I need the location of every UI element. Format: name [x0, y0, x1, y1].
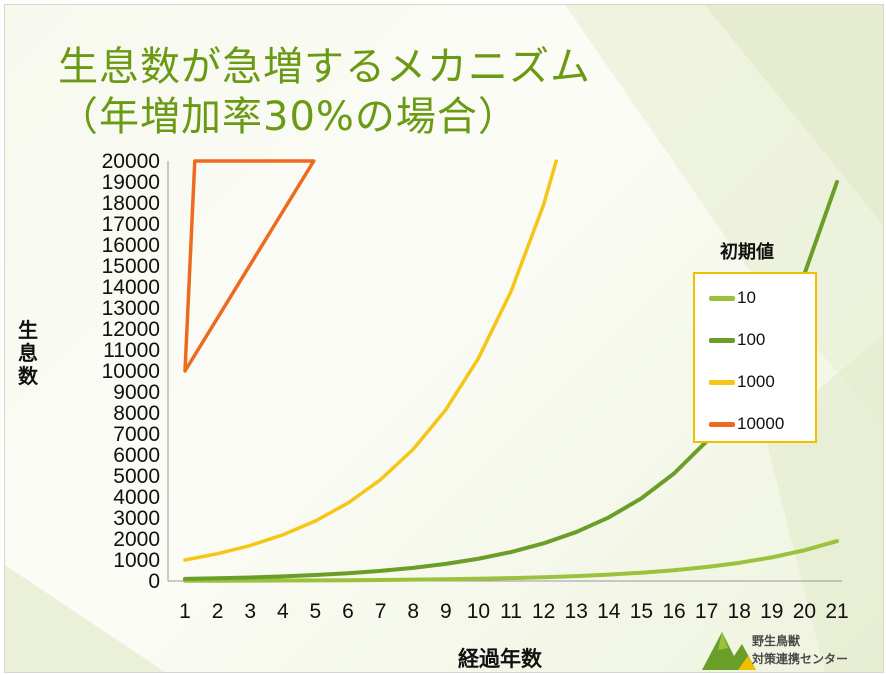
- x-tick-label: 12: [532, 600, 555, 623]
- y-tick-label: 6000: [113, 444, 160, 467]
- x-tick-label: 3: [244, 600, 256, 623]
- x-axis-ticks: 1 2 3 4 5 6 7 8 9 10 11 12 13 14 15 16 17 18 19 20 21: [179, 600, 849, 623]
- x-tick-label: 9: [440, 600, 452, 623]
- legend-label-10000: 10000: [737, 414, 785, 433]
- y-tick-label: 20000: [102, 150, 160, 173]
- y-axis-ticks: 0100020003000400050006000700080009000100…: [102, 150, 160, 593]
- y-tick-label: 4000: [113, 486, 160, 509]
- x-tick-label: 1: [179, 600, 191, 623]
- y-axis-label-char-3: 数: [18, 364, 39, 388]
- legend-swatch-10: [709, 295, 735, 301]
- y-tick-label: 12000: [102, 318, 160, 341]
- x-tick-label: 2: [212, 600, 224, 623]
- y-tick-label: 19000: [102, 171, 160, 194]
- y-tick-label: 9000: [113, 381, 160, 404]
- x-tick-label: 13: [565, 600, 588, 623]
- x-tick-label: 21: [825, 600, 848, 623]
- x-tick-label: 7: [375, 600, 387, 623]
- legend-swatch-1000: [709, 379, 735, 385]
- y-tick-label: 1000: [113, 549, 160, 572]
- legend-swatch-100: [709, 337, 735, 343]
- series-line-10: [183, 539, 839, 583]
- y-tick-label: 16000: [102, 234, 160, 257]
- y-axis-label-char-2: 息: [18, 341, 38, 365]
- y-tick-label: 13000: [102, 297, 160, 320]
- logo-mountain-icon: [702, 632, 756, 670]
- slide-title-line2: （年増加率30%の場合）: [58, 94, 519, 140]
- legend-swatch-10000: [709, 421, 735, 427]
- x-tick-label: 8: [407, 600, 419, 623]
- legend: 10 100 1000 10000: [693, 272, 817, 443]
- x-tick-label: 19: [760, 600, 783, 623]
- logo-text-line2: 対策連携センター: [752, 652, 849, 666]
- legend-item-1000: 1000: [709, 371, 775, 393]
- x-tick-label: 14: [597, 600, 621, 623]
- y-tick-label: 14000: [102, 276, 160, 299]
- legend-label-100: 100: [737, 330, 766, 349]
- y-tick-label: 3000: [113, 507, 160, 530]
- x-tick-label: 6: [342, 600, 354, 623]
- x-tick-label: 4: [277, 600, 289, 623]
- legend-title: 初期値: [720, 242, 774, 263]
- series-line-10000: [183, 159, 316, 373]
- slide-title-line1: 生息数が急増するメカニズム: [58, 44, 591, 90]
- series-line-1000: [183, 159, 558, 562]
- y-tick-label: 0: [148, 570, 160, 593]
- x-tick-label: 18: [728, 600, 751, 623]
- y-tick-label: 11000: [103, 339, 160, 362]
- x-tick-label: 10: [467, 600, 490, 623]
- x-tick-label: 11: [500, 600, 522, 623]
- x-axis-label: 経過年数: [458, 647, 543, 671]
- legend-item-100: 100: [709, 329, 765, 351]
- y-tick-label: 10000: [102, 360, 160, 383]
- y-tick-label: 18000: [102, 192, 160, 215]
- x-tick-label: 16: [662, 600, 685, 623]
- legend-label-10: 10: [737, 288, 756, 307]
- y-tick-label: 2000: [113, 528, 160, 551]
- y-tick-label: 17000: [102, 213, 160, 236]
- y-tick-label: 8000: [113, 402, 160, 425]
- logo-text-line1: 野生鳥獣: [752, 634, 801, 648]
- x-tick-label: 15: [630, 600, 653, 623]
- y-tick-label: 5000: [113, 465, 160, 488]
- legend-label-1000: 1000: [737, 372, 775, 391]
- legend-item-10000: 10000: [709, 413, 784, 435]
- y-axis-label-char-1: 生: [18, 318, 38, 342]
- x-tick-label: 17: [695, 600, 718, 623]
- legend-item-10: 10: [709, 287, 756, 309]
- x-tick-label: 5: [310, 600, 322, 623]
- x-tick-label: 20: [793, 600, 816, 623]
- y-tick-label: 15000: [102, 255, 160, 278]
- y-tick-label: 7000: [113, 423, 160, 446]
